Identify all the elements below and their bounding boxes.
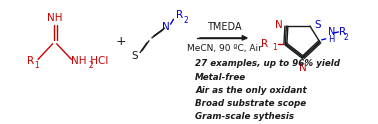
Text: HCl: HCl xyxy=(87,56,108,66)
Text: 2: 2 xyxy=(184,16,189,25)
Text: 1: 1 xyxy=(272,43,277,52)
Text: NH: NH xyxy=(71,56,87,66)
Text: TMEDA: TMEDA xyxy=(207,22,242,32)
Text: N: N xyxy=(299,63,307,73)
Text: S: S xyxy=(131,51,138,62)
Text: R: R xyxy=(260,39,268,49)
Text: N: N xyxy=(162,22,169,32)
Text: Air as the only oxidant: Air as the only oxidant xyxy=(195,86,307,95)
Text: Broad substrate scope: Broad substrate scope xyxy=(195,99,306,108)
Text: H: H xyxy=(328,35,334,44)
Text: 2: 2 xyxy=(344,33,349,42)
Text: MeCN, 90 ºC, Air: MeCN, 90 ºC, Air xyxy=(187,44,262,53)
Text: N: N xyxy=(328,27,335,37)
Text: R: R xyxy=(339,27,347,37)
Text: 1: 1 xyxy=(35,61,39,70)
Text: R: R xyxy=(176,10,183,20)
Text: S: S xyxy=(314,20,321,30)
Text: R: R xyxy=(26,56,34,66)
Text: N: N xyxy=(275,20,282,30)
Text: +: + xyxy=(115,35,126,48)
Text: 27 examples, up to 96% yield: 27 examples, up to 96% yield xyxy=(195,59,340,68)
Text: Metal-free: Metal-free xyxy=(195,73,246,82)
Text: 2: 2 xyxy=(89,61,93,70)
Text: Gram-scale sythesis: Gram-scale sythesis xyxy=(195,112,294,121)
Text: NH: NH xyxy=(47,13,62,23)
